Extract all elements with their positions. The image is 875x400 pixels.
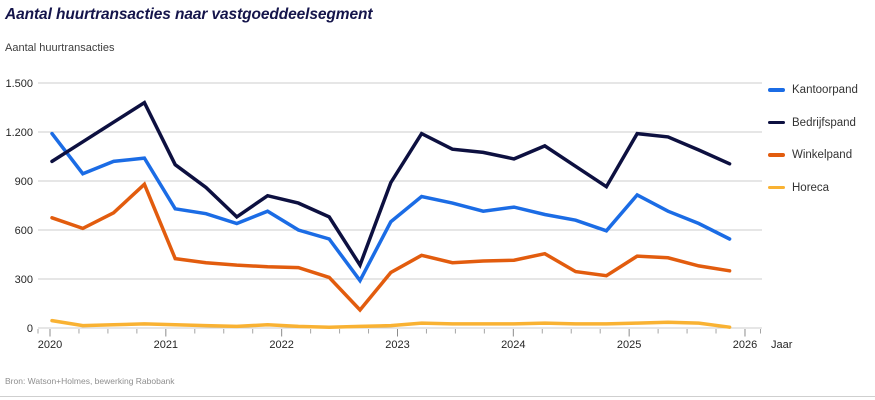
x-axis-tick-label: 2025 xyxy=(617,339,641,351)
legend-item-kantoorpand: Kantoorpand xyxy=(768,84,873,96)
x-axis-tick-label: 2021 xyxy=(154,339,178,351)
series-line-horeca xyxy=(50,318,732,329)
legend-item-winkelpand: Winkelpand xyxy=(768,149,873,161)
legend-label: Horeca xyxy=(792,181,830,194)
x-axis-title: Jaar xyxy=(771,339,793,351)
legend-label: Kantoorpand xyxy=(792,84,858,96)
legend-label: Bedrijfspand xyxy=(792,116,856,129)
y-axis-caption: Aantal huurtransacties xyxy=(5,42,115,54)
x-axis-tick-label: 2026 xyxy=(733,339,757,351)
y-axis-tick-label: 600 xyxy=(15,225,33,237)
series-line-winkelpand xyxy=(50,181,732,313)
x-axis-tick-label: 2020 xyxy=(38,339,62,351)
y-axis-tick-label: 1.500 xyxy=(5,78,33,90)
y-axis-tick-label: 900 xyxy=(15,176,33,188)
series-line-bedrijfspand xyxy=(50,100,732,269)
legend-label: Winkelpand xyxy=(792,149,853,161)
x-axis-tick-label: 2024 xyxy=(501,339,525,351)
legend-swatch-icon xyxy=(768,153,785,157)
legend-swatch-icon xyxy=(768,120,785,125)
chart-title: Aantal huurtransacties naar vastgoeddeel… xyxy=(5,6,373,23)
legend-swatch-icon xyxy=(768,185,785,190)
x-axis-tick-label: 2023 xyxy=(385,339,409,351)
legend-swatch-icon xyxy=(768,88,785,92)
bottom-divider xyxy=(0,396,875,397)
series-line-kantoorpand xyxy=(50,131,732,284)
legend-item-bedrijfspand: Bedrijfspand xyxy=(768,117,873,129)
y-axis-tick-label: 1.200 xyxy=(5,127,33,139)
chart-legend: Kantoorpand Bedrijfspand Winkelpand Horeca xyxy=(768,84,873,214)
x-axis-tick-label: 2022 xyxy=(269,339,293,351)
y-axis-tick-label: 300 xyxy=(15,274,33,286)
legend-item-horeca: Horeca xyxy=(768,182,873,194)
source-attribution: Bron: Watson+Holmes, bewerking Rabobank xyxy=(5,376,175,386)
y-axis-tick-label: 0 xyxy=(27,323,33,335)
